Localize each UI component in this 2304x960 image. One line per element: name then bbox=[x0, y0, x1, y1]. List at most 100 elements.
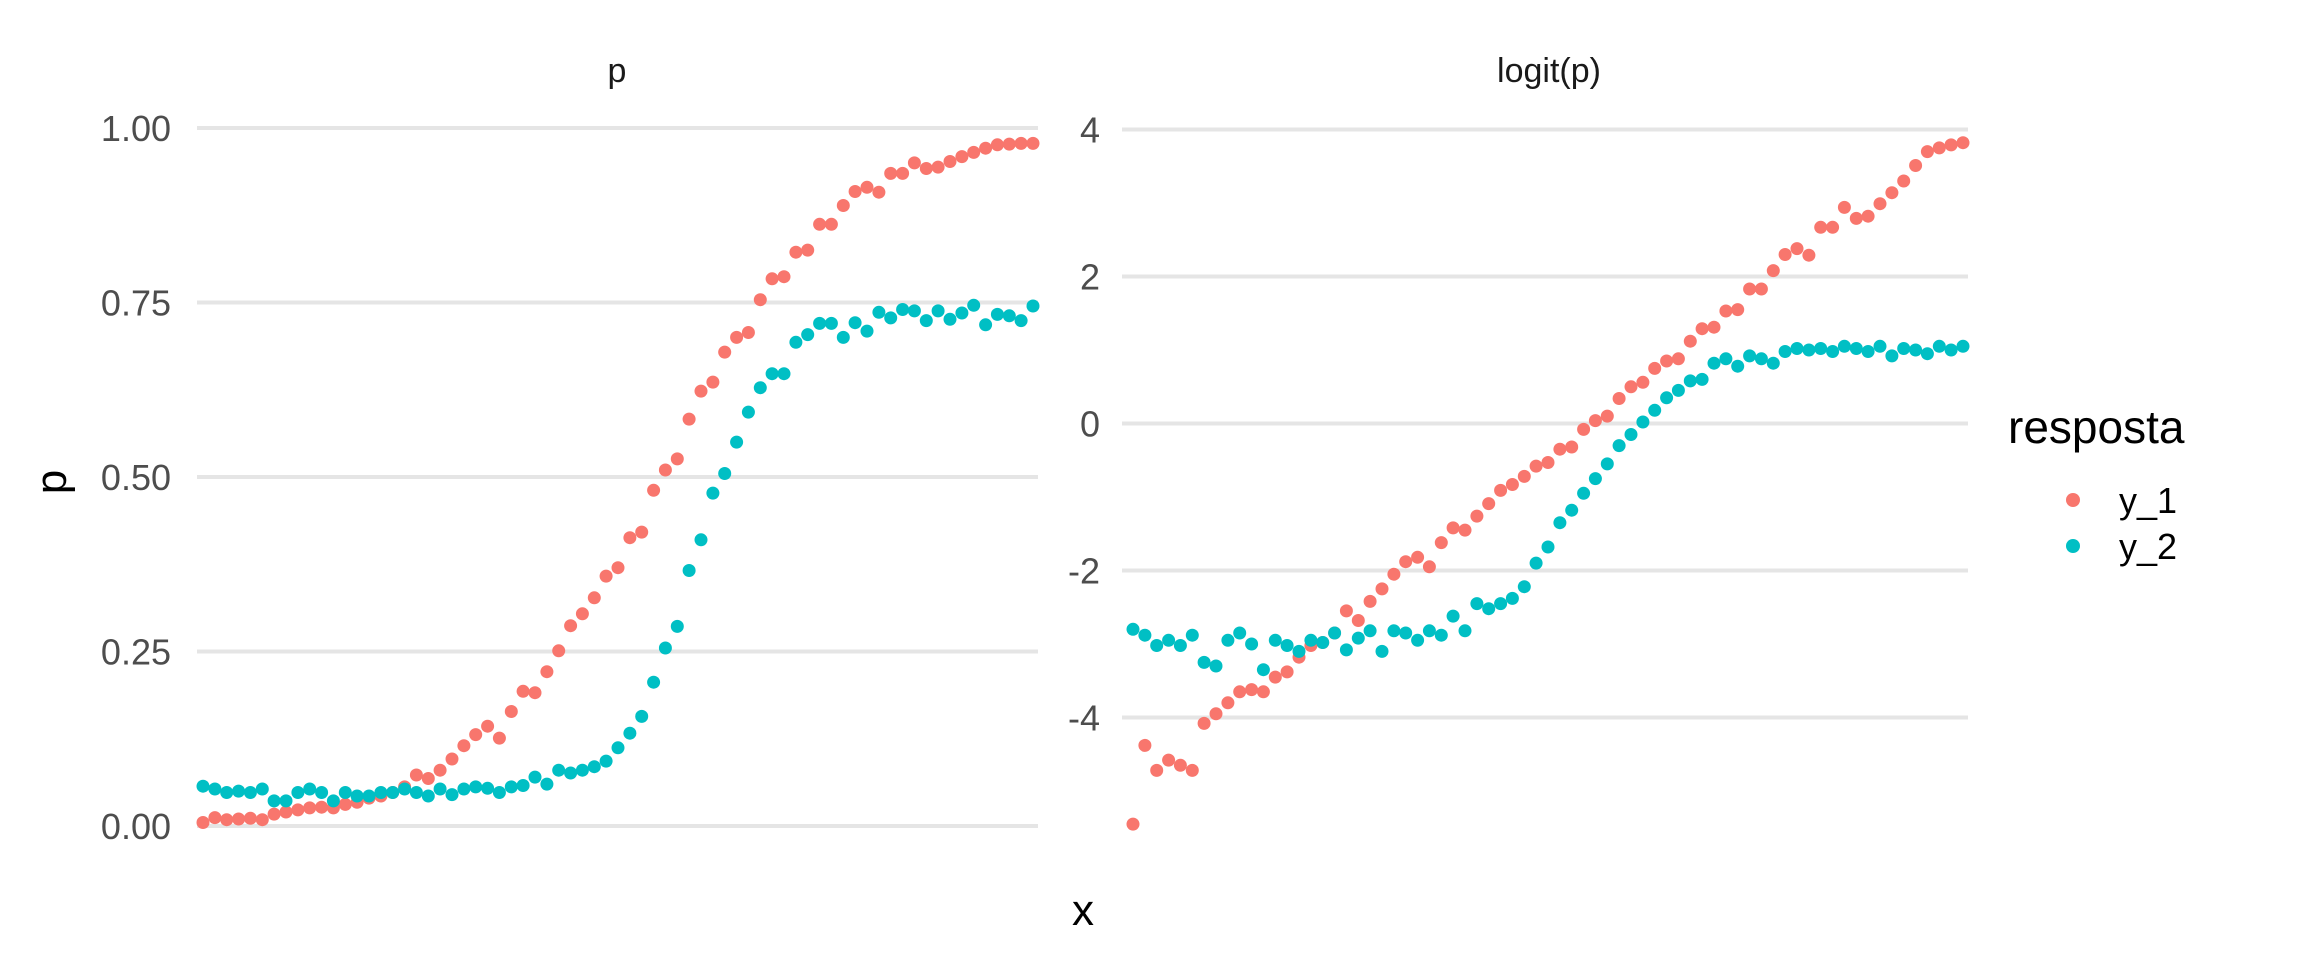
point-right-y_2-0 bbox=[1126, 622, 1140, 636]
point-right-y_1-5 bbox=[1185, 763, 1199, 777]
point-right-y_2-25 bbox=[1422, 624, 1436, 638]
point-right-y_1-69 bbox=[1944, 138, 1958, 152]
point-left-y_2-12 bbox=[338, 786, 352, 799]
point-right-y_1-21 bbox=[1375, 582, 1389, 596]
point-right-y_1-45 bbox=[1660, 354, 1674, 368]
point-left-y_2-69 bbox=[1014, 314, 1028, 328]
point-right-y_1-48 bbox=[1695, 322, 1709, 336]
point-left-y_2-70 bbox=[1026, 299, 1040, 313]
point-left-y_1-21 bbox=[445, 752, 459, 766]
point-right-y_1-25 bbox=[1422, 560, 1436, 574]
point-left-y_1-12 bbox=[338, 797, 352, 811]
point-right-y_2-66 bbox=[1909, 343, 1923, 357]
point-right-y_1-23 bbox=[1399, 555, 1413, 569]
point-right-y_2-54 bbox=[1766, 356, 1780, 370]
point-left-y_2-31 bbox=[564, 766, 578, 780]
point-left-y_2-49 bbox=[777, 367, 791, 381]
point-left-y_2-10 bbox=[315, 786, 329, 799]
point-left-y_2-25 bbox=[492, 786, 506, 799]
point-left-y_1-19 bbox=[421, 772, 435, 785]
point-right-y_1-12 bbox=[1268, 670, 1282, 684]
point-left-y_2-41 bbox=[682, 564, 696, 577]
point-right-y_2-2 bbox=[1150, 639, 1164, 652]
point-right-y_2-34 bbox=[1529, 556, 1543, 570]
point-right-y_1-32 bbox=[1505, 478, 1519, 491]
point-left-y_1-25 bbox=[492, 731, 506, 745]
point-right-y_1-35 bbox=[1541, 456, 1555, 469]
point-right-y_2-13 bbox=[1280, 639, 1294, 652]
point-left-y_1-5 bbox=[255, 813, 269, 827]
point-left-y_1-63 bbox=[943, 155, 957, 168]
point-right-y_1-29 bbox=[1470, 509, 1484, 523]
point-left-y_2-18 bbox=[409, 786, 423, 799]
point-right-y_2-1 bbox=[1138, 628, 1152, 642]
point-left-y_2-6 bbox=[267, 794, 281, 808]
point-right-y_1-8 bbox=[1221, 696, 1235, 710]
point-left-y_2-59 bbox=[896, 303, 910, 316]
point-left-y_2-9 bbox=[303, 782, 317, 796]
point-left-y_2-15 bbox=[374, 786, 388, 799]
point-left-y_2-30 bbox=[552, 763, 566, 777]
point-right-y_1-39 bbox=[1588, 414, 1602, 428]
point-left-y_1-65 bbox=[967, 145, 981, 159]
point-left-y_1-54 bbox=[836, 199, 850, 212]
point-right-y_1-27 bbox=[1446, 521, 1460, 535]
point-left-y_2-14 bbox=[362, 789, 376, 803]
point-right-y_2-28 bbox=[1458, 624, 1472, 638]
point-right-y_2-55 bbox=[1778, 345, 1792, 358]
point-right-y_2-67 bbox=[1920, 347, 1934, 361]
point-left-y_1-40 bbox=[670, 452, 684, 466]
point-left-y_1-28 bbox=[528, 686, 542, 700]
point-left-y_2-46 bbox=[741, 405, 755, 419]
point-right-y_1-60 bbox=[1837, 200, 1851, 214]
point-left-y_1-9 bbox=[303, 801, 317, 815]
point-right-y_1-20 bbox=[1363, 594, 1377, 608]
point-right-y_2-30 bbox=[1482, 602, 1496, 616]
point-left-y_1-64 bbox=[955, 150, 969, 164]
point-left-y_1-51 bbox=[801, 243, 815, 257]
point-right-y_1-0 bbox=[1126, 817, 1140, 831]
point-left-y_1-57 bbox=[872, 185, 886, 199]
point-left-y_1-20 bbox=[433, 763, 447, 777]
point-left-y_1-0 bbox=[196, 816, 210, 829]
point-right-y_1-44 bbox=[1648, 361, 1662, 375]
point-right-y_1-4 bbox=[1173, 758, 1187, 772]
point-left-y_2-65 bbox=[967, 298, 981, 312]
point-left-y_2-48 bbox=[765, 367, 779, 381]
point-right-y_2-31 bbox=[1494, 597, 1508, 611]
point-left-y_2-54 bbox=[836, 330, 850, 344]
point-left-y_2-57 bbox=[872, 305, 886, 319]
point-left-y_2-68 bbox=[1002, 309, 1016, 323]
point-right-y_2-62 bbox=[1861, 345, 1875, 358]
point-left-y_1-66 bbox=[979, 141, 993, 155]
point-left-y_1-45 bbox=[730, 330, 744, 344]
point-left-y_2-40 bbox=[670, 619, 684, 633]
point-right-y_2-48 bbox=[1695, 372, 1709, 386]
point-left-y_1-23 bbox=[469, 728, 483, 742]
point-left-y_1-49 bbox=[777, 270, 791, 284]
point-right-y_1-70 bbox=[1956, 136, 1970, 150]
point-right-y_2-45 bbox=[1660, 391, 1674, 405]
point-left-y_2-42 bbox=[694, 533, 708, 547]
point-left-y_1-32 bbox=[575, 607, 589, 621]
point-right-y_1-56 bbox=[1790, 242, 1804, 256]
point-right-y_2-44 bbox=[1648, 403, 1662, 417]
y-tick-label-right-2: 0 bbox=[1080, 404, 1100, 445]
point-right-y_1-42 bbox=[1624, 380, 1638, 394]
facet-strip-logit: logit(p) bbox=[1497, 52, 1601, 90]
point-left-y_1-31 bbox=[564, 619, 578, 633]
point-right-y_1-37 bbox=[1565, 440, 1579, 454]
point-left-y_2-37 bbox=[635, 709, 649, 723]
point-left-y_2-52 bbox=[813, 316, 827, 330]
point-left-y_2-28 bbox=[528, 770, 542, 784]
point-left-y_2-22 bbox=[457, 782, 471, 796]
point-left-y_1-37 bbox=[635, 525, 649, 539]
point-right-y_2-10 bbox=[1245, 637, 1259, 651]
point-left-y_1-39 bbox=[658, 463, 672, 477]
point-right-y_1-47 bbox=[1683, 334, 1697, 348]
point-right-y_2-38 bbox=[1577, 486, 1591, 500]
point-right-y_1-31 bbox=[1494, 483, 1508, 497]
point-right-y_2-46 bbox=[1671, 383, 1685, 397]
point-left-y_2-4 bbox=[243, 786, 257, 799]
